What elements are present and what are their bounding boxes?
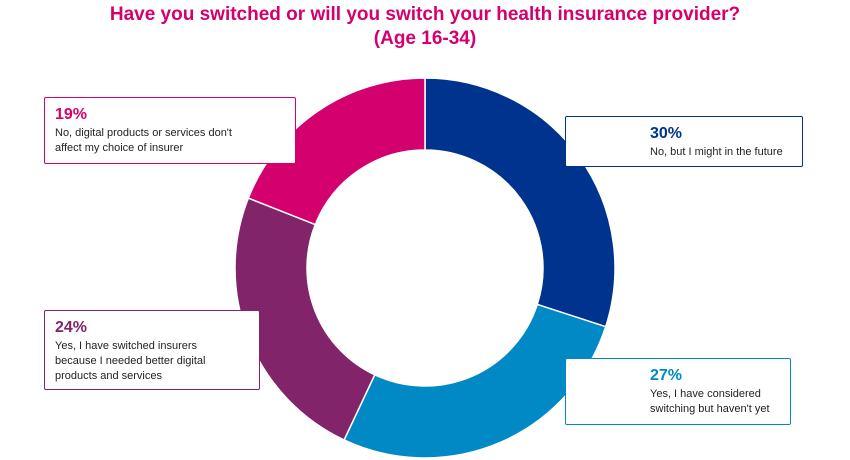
label-box: 24% Yes, I have switched insurers because… [44,310,260,390]
chart-title: Have you switched or will you switch you… [109,4,741,25]
category-label: Yes, I have considered switching but hav… [650,388,770,415]
category-label: Yes, I have switched insurers because I … [55,340,206,382]
category-label: No, digital products or services don't a… [55,127,232,154]
donut-segment [343,303,607,459]
value-label: 24% [55,319,88,336]
value-label: 19% [55,106,88,123]
label-box: 30% No, but I might in the future [565,116,803,167]
value-label: 30% [650,125,683,142]
category-label: No, but I might in the future [650,146,783,158]
label-box: 19% No, digital products or services don'… [44,97,296,164]
donut-segment [424,77,616,328]
chart-subtitle: (Age 16-34) [373,28,477,49]
donut-segment [234,197,376,441]
value-label: 27% [650,367,683,384]
label-box: 27% Yes, I have considered switching but … [565,358,791,425]
